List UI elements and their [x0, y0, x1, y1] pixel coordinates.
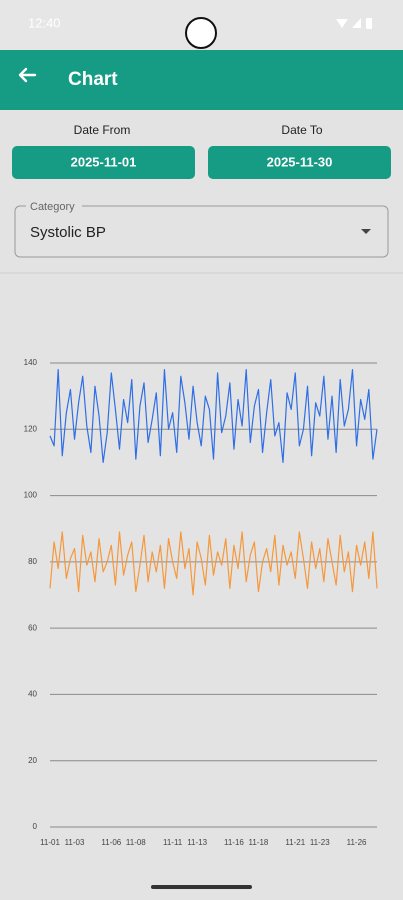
date-to-button[interactable] — [208, 146, 391, 179]
category-label-bg — [26, 200, 82, 212]
y-tick-label: 0 — [33, 822, 38, 831]
y-tick-label: 140 — [24, 358, 38, 367]
x-tick-label: 11-11 — [163, 838, 183, 847]
series-line — [49, 369, 378, 464]
app-bar — [0, 50, 403, 110]
y-tick-label: 80 — [28, 557, 37, 566]
category-value: Systolic BP — [30, 224, 106, 241]
date-from-button[interactable] — [12, 146, 195, 179]
app-title: Chart — [68, 69, 118, 90]
date-to-value: 2025-11-30 — [267, 154, 333, 169]
y-tick-label: 120 — [24, 424, 38, 433]
y-tick-label: 20 — [28, 756, 37, 765]
category-label: Category — [30, 201, 75, 213]
battery-icon — [366, 18, 372, 29]
category-dropdown[interactable] — [14, 205, 389, 258]
x-tick-label: 11-03 — [65, 838, 85, 847]
y-tick-label: 60 — [28, 623, 37, 632]
date-from-value: 2025-11-01 — [71, 154, 137, 169]
x-tick-label: 11-21 — [285, 838, 305, 847]
x-tick-label: 11-01 — [40, 838, 60, 847]
x-tick-label: 11-16 — [224, 838, 244, 847]
x-tick-label: 11-13 — [187, 838, 207, 847]
chart: 0 20 40 60 80 100 120 140 11-01 11-03 11-06 11-08 11… — [24, 358, 378, 847]
x-tick-label: 11-23 — [310, 838, 330, 847]
back-button[interactable] — [18, 67, 37, 83]
y-tick-label: 100 — [24, 491, 38, 500]
date-to-label: Date To — [281, 123, 322, 137]
y-tick-label: 40 — [28, 690, 37, 699]
x-tick-label: 11-08 — [126, 838, 146, 847]
x-tick-label: 11-26 — [347, 838, 367, 847]
wifi-icon — [336, 19, 348, 28]
nav-handle — [151, 885, 252, 889]
signal-icon — [352, 18, 361, 28]
dropdown-arrow — [361, 229, 371, 234]
camera-cutout — [185, 17, 217, 49]
series-line — [49, 531, 378, 596]
status-time: 12:40 — [28, 15, 61, 30]
x-tick-label: 11-18 — [249, 838, 269, 847]
date-from-label: Date From — [74, 123, 131, 137]
x-tick-label: 11-06 — [101, 838, 121, 847]
